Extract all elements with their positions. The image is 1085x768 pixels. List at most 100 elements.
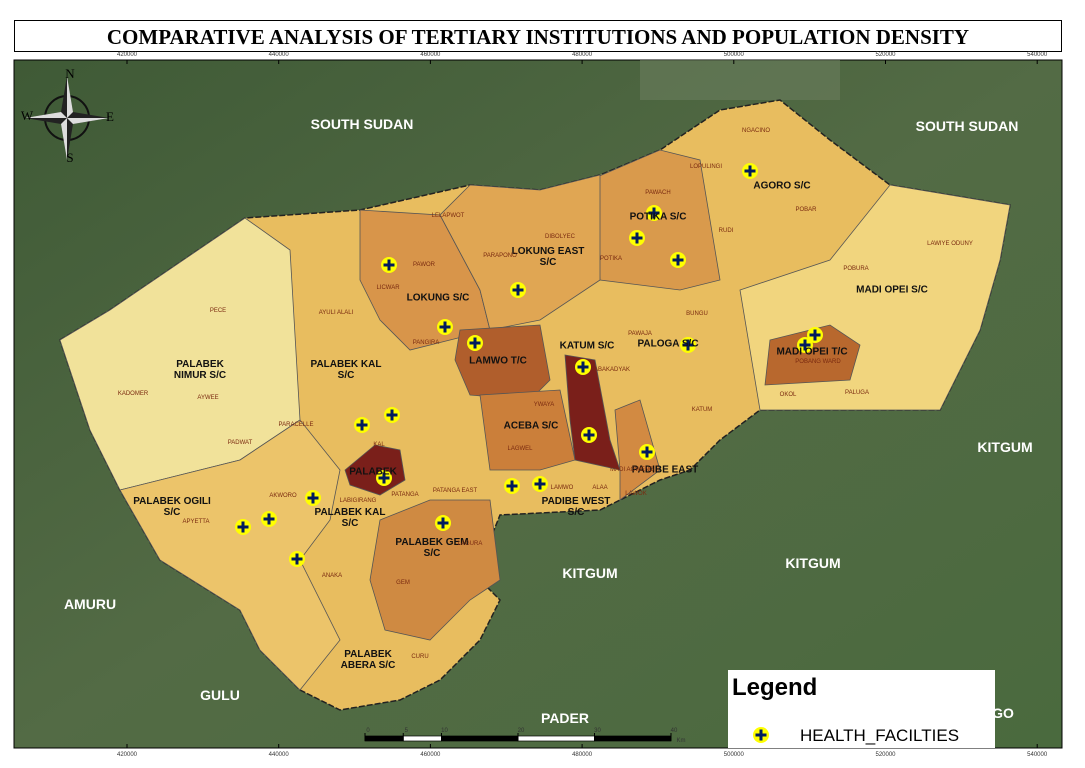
parish-label: PADWAT — [227, 440, 253, 446]
parish-label: PAWOR — [413, 262, 435, 268]
subcounty-label: MADI OPEI T/C — [776, 346, 848, 358]
region-label: SOUTH SUDAN — [915, 118, 1019, 134]
coord-label-bottom: 460000 — [420, 752, 441, 758]
region-label: SOUTH SUDAN — [310, 116, 414, 132]
subcounty-label: MADI OPEI S/C — [856, 284, 928, 296]
health-facility — [235, 519, 251, 535]
parish-label: PATANGA EAST — [432, 488, 478, 494]
health-facility — [532, 476, 548, 492]
health-facility — [261, 511, 277, 527]
parish-label: AYWEE — [197, 395, 219, 401]
subcounty-areas — [59, 149, 1011, 691]
parish-label: LELAPWOT — [431, 213, 465, 219]
parish-label: PARAPONO — [483, 253, 517, 259]
parish-label: BUNGU — [686, 311, 708, 317]
health-facility — [289, 551, 305, 567]
area — [764, 324, 861, 386]
scale-segment — [402, 735, 442, 742]
terrain — [640, 60, 840, 100]
parish-label: LAWIYE ODUNY — [927, 241, 973, 247]
area — [614, 399, 661, 501]
coord-label-bottom: 540000 — [1027, 752, 1048, 758]
coord-label-top: 420000 — [116, 52, 138, 58]
scale-segment — [517, 735, 595, 742]
scale-segment — [364, 735, 404, 742]
parish-label: LICWAR — [376, 285, 400, 291]
scale-label: 10 — [441, 728, 448, 734]
parish-label: POTIKA — [599, 256, 623, 262]
subcounty-label: LAMWO T/C — [469, 355, 527, 367]
legend-title: Legend — [732, 674, 818, 701]
parish-label: PECE — [209, 308, 227, 314]
subcounty-label: KATUM S/C — [559, 340, 615, 352]
compass-w: W — [20, 108, 34, 123]
health-facility — [384, 407, 400, 423]
parish-label: GEM — [396, 580, 410, 586]
health-facility — [639, 444, 655, 460]
scale-segment — [441, 735, 519, 742]
parish-label: ABAKADYAK — [594, 367, 630, 373]
parish-label: KATUM — [691, 407, 713, 413]
parish-label: LAMWO — [550, 485, 574, 491]
legend-symbol — [753, 727, 769, 743]
region-label: GO — [992, 705, 1014, 721]
subcounty-label: PALABEK OGILI S/C — [133, 496, 211, 518]
map-title: COMPARATIVE ANALYSIS OF TERTIARY INSTITU… — [14, 20, 1062, 52]
coord-label-top: 540000 — [1027, 52, 1048, 58]
parish-label: LAWOK — [625, 491, 647, 497]
compass-n: N — [65, 66, 75, 81]
scale-label: 5 — [404, 728, 408, 734]
scale-label: 20 — [517, 728, 525, 734]
parish-label: AYULI ALALI — [318, 310, 354, 316]
subcounty-label: PADIBE WEST S/C — [541, 496, 611, 518]
coord-label-top: 520000 — [875, 52, 896, 58]
health-facility — [581, 427, 597, 443]
parish-label: KAL — [373, 442, 385, 448]
subcounty-label: PALABEK KAL S/C — [310, 359, 382, 381]
compass-s: S — [66, 150, 74, 165]
area — [369, 499, 501, 641]
compass — [25, 76, 109, 160]
parish-label: NGACINO — [741, 128, 771, 134]
parish-label: ANAKA — [321, 573, 343, 579]
parish-label: PATANGA — [391, 492, 419, 498]
health-facility — [742, 163, 758, 179]
parish-label: PAWACH — [645, 190, 671, 196]
region-label: AMURU — [63, 596, 117, 612]
coord-label-bottom: 520000 — [875, 752, 896, 758]
parish-label: LAGWEL — [507, 446, 533, 452]
subcounty-label: PALABEK — [349, 466, 397, 478]
parish-label: PALUGA — [845, 390, 869, 396]
health-facility — [467, 335, 483, 351]
parish-label: LABIGIRANG — [339, 498, 377, 504]
health-facility — [575, 359, 591, 375]
subcounty-label: POTIKA S/C — [629, 211, 687, 223]
parish-label: OKOL — [779, 392, 797, 398]
region-label: KITGUM — [977, 439, 1033, 455]
health-facility — [435, 515, 451, 531]
parish-label: AKWORO — [269, 493, 297, 499]
area — [119, 419, 341, 691]
region-label: GULU — [200, 687, 240, 703]
parish-label: YWAYA — [533, 402, 555, 408]
health-facility — [305, 490, 321, 506]
health-facility — [381, 257, 397, 273]
subcounty-label: PALABEK ABERA S/C — [340, 649, 396, 671]
parish-label: PANGIRA — [412, 340, 440, 346]
subcounty-label: PALABEK KAL S/C — [314, 507, 386, 529]
area — [439, 174, 601, 331]
parish-label: PAWAJA — [628, 331, 652, 337]
subcounty-label: PADIBE EAST — [631, 464, 699, 476]
coord-label-bottom: 420000 — [116, 752, 138, 758]
parish-label: LAGURA — [457, 541, 483, 547]
parish-label: APYETTA — [182, 519, 210, 525]
coord-label-bottom: 440000 — [268, 752, 289, 758]
coord-label-bottom: 480000 — [572, 752, 593, 758]
region-label: KITGUM — [785, 555, 841, 571]
region-label: KITGUM — [562, 565, 618, 581]
legend-item: HEALTH_FACILTIES — [800, 726, 960, 745]
scale-segment — [594, 735, 672, 742]
coord-label-bottom: 500000 — [723, 752, 744, 758]
